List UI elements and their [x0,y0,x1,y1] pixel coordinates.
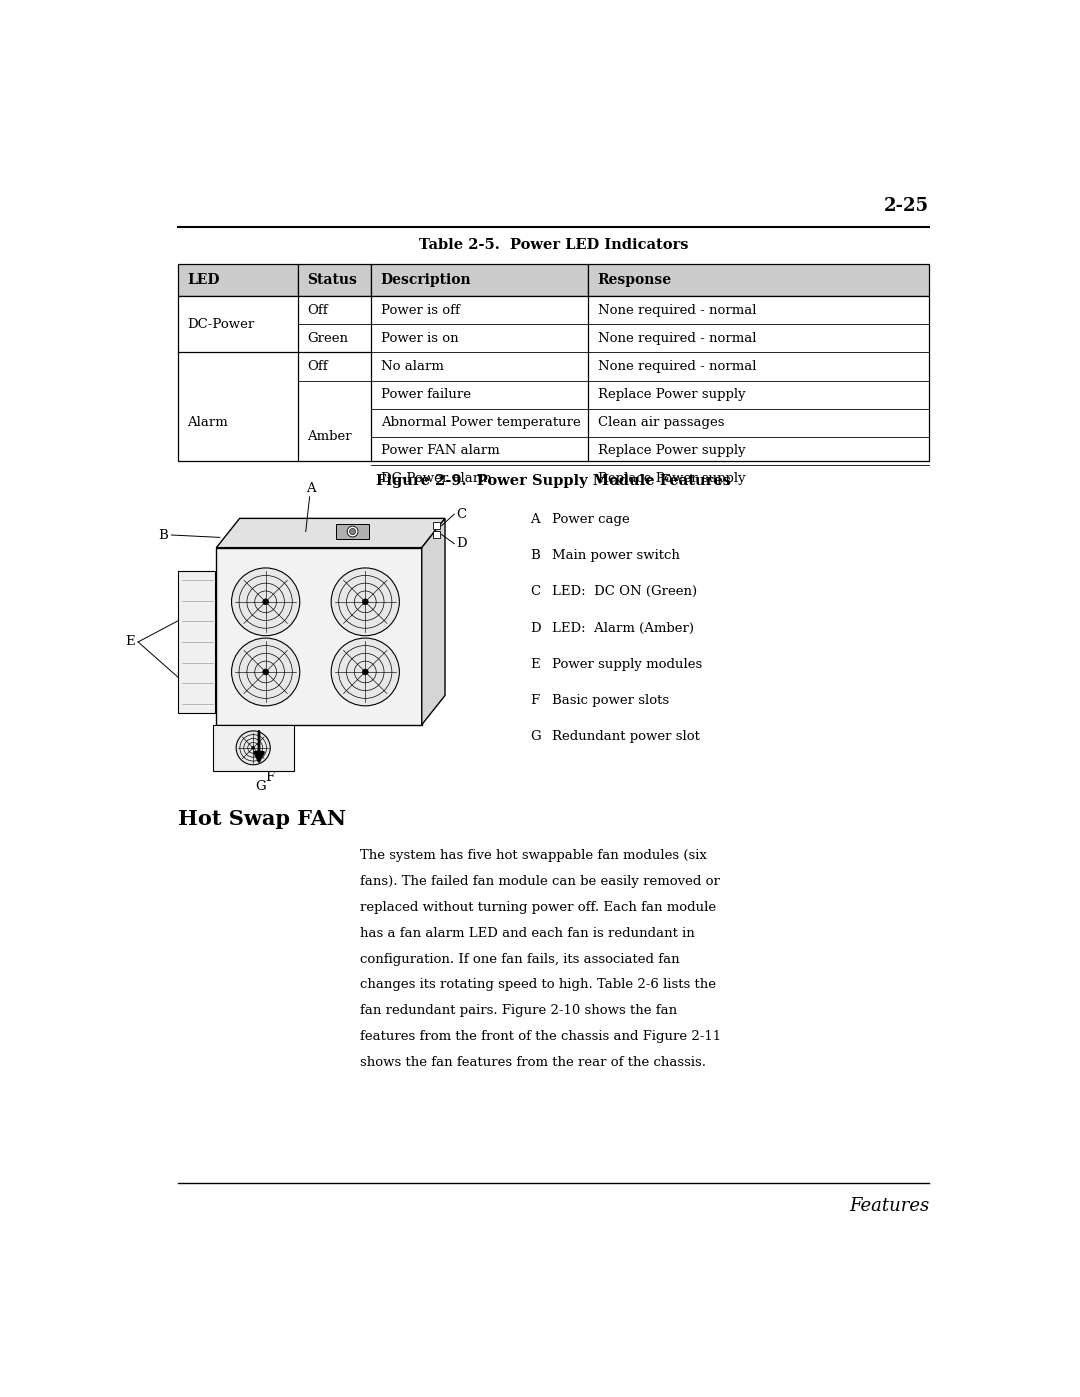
Text: A: A [307,482,316,495]
Text: B: B [159,528,168,542]
Text: DC-Power: DC-Power [187,319,254,331]
Text: Power is off: Power is off [380,303,460,317]
Text: Power failure: Power failure [380,388,471,401]
Bar [298,264,372,296]
Text: E: E [125,636,135,648]
Text: The system has five hot swappable fan modules (six: The system has five hot swappable fan mo… [360,849,706,862]
Text: None required - normal: None required - normal [597,303,756,317]
Circle shape [362,599,368,605]
Text: has a fan alarm LED and each fan is redundant in: has a fan alarm LED and each fan is redu… [360,926,694,940]
Text: F: F [266,771,274,784]
Text: Power is on: Power is on [380,332,458,345]
Text: Response: Response [597,272,672,286]
Circle shape [262,599,269,605]
Polygon shape [216,518,445,548]
Bar [177,264,298,296]
Text: None required - normal: None required - normal [597,332,756,345]
Text: Replace Power supply: Replace Power supply [597,388,745,401]
Text: F: F [530,694,539,707]
Text: Off: Off [307,360,327,373]
Text: Table 2-5.  Power LED Indicators: Table 2-5. Power LED Indicators [419,239,688,253]
Text: shows the fan features from the rear of the chassis.: shows the fan features from the rear of … [360,1056,705,1069]
Text: Alarm: Alarm [187,416,228,429]
Text: E: E [530,658,540,671]
Bar [372,264,589,296]
Circle shape [231,569,300,636]
Text: G: G [530,731,541,743]
Text: replaced without turning power off. Each fan module: replaced without turning power off. Each… [360,901,716,914]
Text: D: D [457,538,468,550]
Text: Main power switch: Main power switch [552,549,679,562]
Text: LED:  Alarm (Amber): LED: Alarm (Amber) [552,622,694,634]
Bar [213,725,294,771]
Text: No alarm: No alarm [380,360,444,373]
Circle shape [347,527,357,536]
Text: Figure 2-9.  Power Supply Module Features: Figure 2-9. Power Supply Module Features [376,475,731,489]
Text: fans). The failed fan module can be easily removed or: fans). The failed fan module can be easi… [360,876,719,888]
Circle shape [362,669,368,675]
Bar [433,522,440,529]
Text: Clean air passages: Clean air passages [597,416,725,429]
Text: DC-Power alarm: DC-Power alarm [380,472,491,485]
Circle shape [252,746,255,749]
Text: Redundant power slot: Redundant power slot [552,731,700,743]
Circle shape [237,731,270,764]
Bar [216,548,422,725]
Bar [177,571,215,714]
Circle shape [332,569,400,636]
Text: 2-25: 2-25 [885,197,930,215]
Text: Replace Power supply: Replace Power supply [597,444,745,457]
Text: Amber: Amber [307,430,352,443]
Text: Replace Power supply: Replace Power supply [597,472,745,485]
Text: fan redundant pairs. Figure 2-10 shows the fan: fan redundant pairs. Figure 2-10 shows t… [360,1004,677,1017]
Circle shape [262,669,269,675]
Text: A: A [530,513,540,527]
Text: changes its rotating speed to high. Table 2-6 lists the: changes its rotating speed to high. Tabl… [360,978,716,992]
Bar [336,524,369,539]
Text: B: B [530,549,540,562]
Bar [433,531,440,538]
Text: Basic power slots: Basic power slots [552,694,670,707]
Circle shape [350,528,355,535]
Text: Power FAN alarm: Power FAN alarm [380,444,499,457]
Text: Power supply modules: Power supply modules [552,658,702,671]
Text: Green: Green [307,332,348,345]
Circle shape [332,638,400,705]
Text: Power cage: Power cage [552,513,630,527]
Text: LED: LED [187,272,219,286]
Bar [177,296,930,461]
Text: Description: Description [380,272,471,286]
Text: C: C [457,507,467,521]
Circle shape [231,638,300,705]
Text: G: G [256,780,267,793]
Text: D: D [530,622,541,634]
Text: C: C [530,585,540,598]
Text: Status: Status [307,272,356,286]
Text: features from the front of the chassis and Figure 2-11: features from the front of the chassis a… [360,1030,720,1044]
Text: Hot Swap FAN: Hot Swap FAN [177,809,346,830]
Text: None required - normal: None required - normal [597,360,756,373]
Text: Features: Features [849,1197,930,1215]
Text: Abnormal Power temperature: Abnormal Power temperature [380,416,580,429]
Text: Off: Off [307,303,327,317]
Polygon shape [422,518,445,725]
Text: LED:  DC ON (Green): LED: DC ON (Green) [552,585,697,598]
Text: configuration. If one fan fails, its associated fan: configuration. If one fan fails, its ass… [360,953,679,965]
Bar [589,264,930,296]
